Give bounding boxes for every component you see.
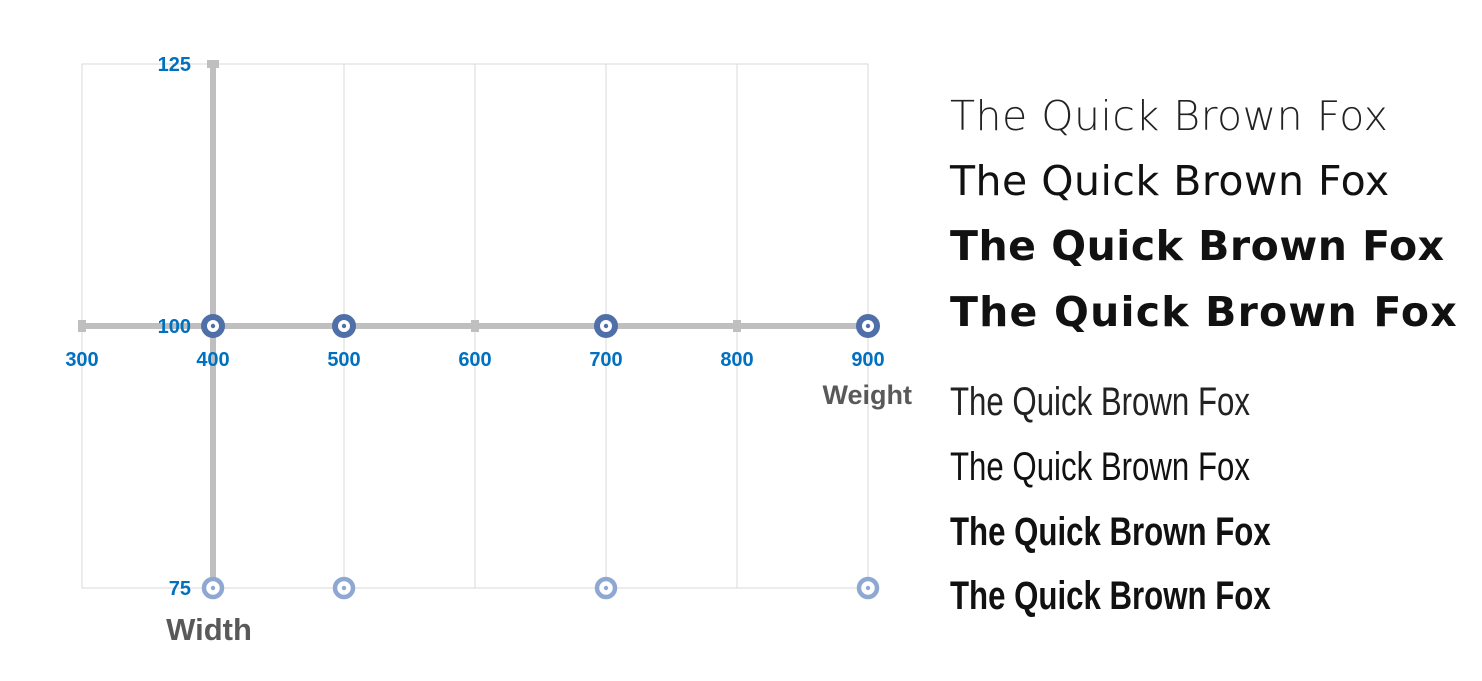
weight-width-chart: 300 400 500 600 700 800 900 75 100 125 Weight Width <box>65 54 913 647</box>
y-axis-title: Width <box>166 612 252 647</box>
x-tick-label: 800 <box>720 349 753 371</box>
x-tick-label: 900 <box>851 349 884 371</box>
x-tick-mark <box>733 320 741 332</box>
sample-wide-black: The Quick Brown Fox <box>950 288 1458 336</box>
x-tick-mark <box>78 320 86 332</box>
x-tick-label: 400 <box>196 349 229 371</box>
sample-wide-bold: The Quick Brown Fox <box>950 222 1445 270</box>
x-tick-label: 700 <box>589 349 622 371</box>
y-tick-label: 100 <box>158 316 191 338</box>
sample-condensed-light: The Quick Brown Fox <box>950 380 1250 424</box>
sample-condensed-black: The Quick Brown Fox <box>950 574 1271 618</box>
x-tick-label: 600 <box>458 349 491 371</box>
data-point-center <box>603 585 609 591</box>
font-samples: The Quick Brown Fox The Quick Brown Fox … <box>950 0 1480 681</box>
data-point-center <box>865 323 871 329</box>
data-point-center <box>603 323 609 329</box>
data-point-center <box>865 585 871 591</box>
x-axis-title: Weight <box>823 380 913 410</box>
sample-wide-regular: The Quick Brown Fox <box>950 157 1390 205</box>
x-tick-label: 500 <box>327 349 360 371</box>
y-tick-label: 75 <box>169 578 191 600</box>
x-tick-label: 300 <box>65 349 98 371</box>
sample-condensed-regular: The Quick Brown Fox <box>950 445 1250 489</box>
sample-wide-light: The Quick Brown Fox <box>950 92 1389 140</box>
data-point-center <box>210 585 216 591</box>
sample-condensed-bold: The Quick Brown Fox <box>950 510 1271 554</box>
data-point-center <box>210 323 216 329</box>
x-tick-mark <box>471 320 479 332</box>
data-point-center <box>341 585 347 591</box>
data-point-center <box>341 323 347 329</box>
y-tick-mark <box>207 60 219 68</box>
y-tick-label: 125 <box>158 54 191 76</box>
